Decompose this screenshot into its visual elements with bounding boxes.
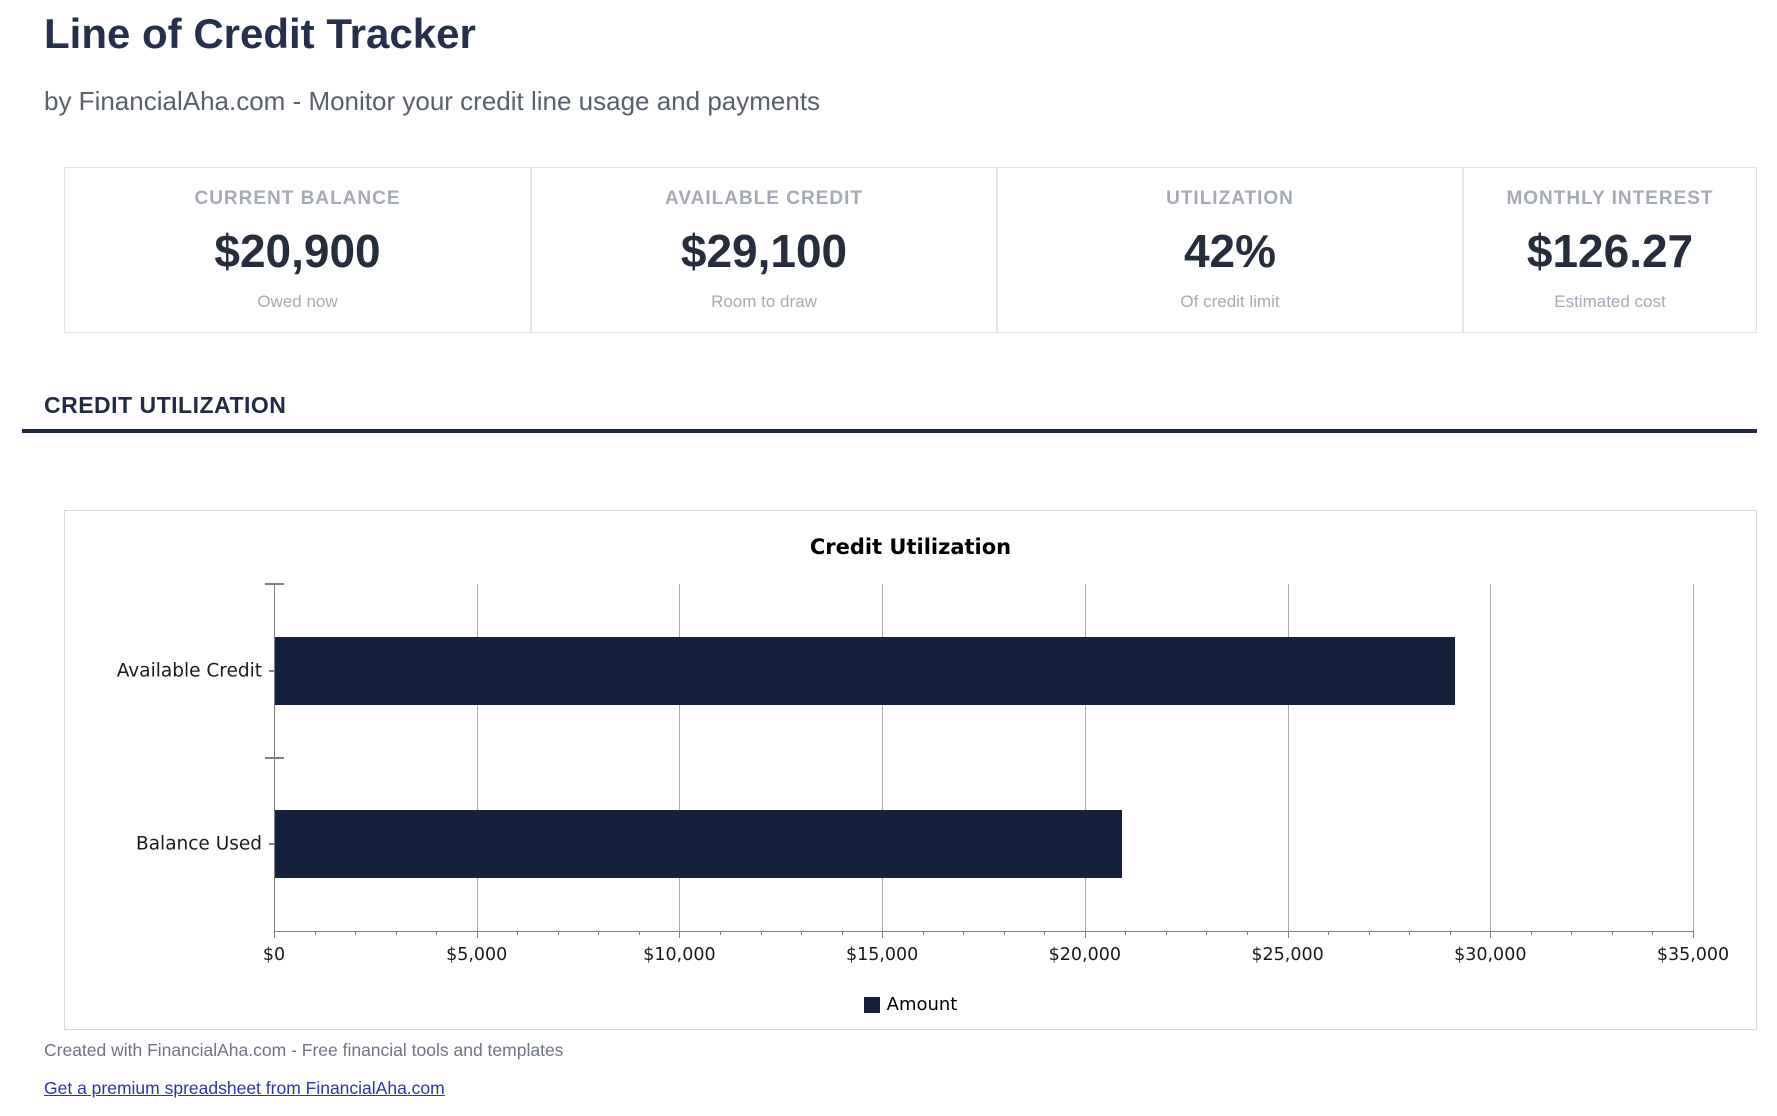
x-minor-tick xyxy=(598,931,600,935)
x-minor-tick xyxy=(1328,931,1330,935)
chart-legend: Amount xyxy=(65,994,1756,1015)
stat-card-utilization: UTILIZATION 42% Of credit limit xyxy=(998,168,1464,332)
x-minor-tick xyxy=(1611,931,1613,935)
gridline xyxy=(1084,584,1086,931)
x-minor-tick xyxy=(395,931,397,935)
stat-label: UTILIZATION xyxy=(1166,188,1294,209)
x-minor-tick xyxy=(1449,931,1451,935)
x-tick-label: $35,000 xyxy=(1656,945,1730,965)
x-minor-tick xyxy=(922,931,924,935)
x-tick-label: $20,000 xyxy=(1048,945,1122,965)
x-tick-label: $30,000 xyxy=(1454,945,1527,965)
stat-value: $29,100 xyxy=(680,225,848,277)
x-minor-tick xyxy=(1530,931,1532,935)
y-boundary-tick xyxy=(265,756,284,759)
x-major-tick xyxy=(476,931,478,938)
chart-title: Credit Utilization xyxy=(809,535,1012,559)
chart-plot-area: $0 $5,000 $10,000 $15,000 $20,000 $25,000 $30,… xyxy=(117,583,1729,965)
stat-card-monthly-interest: MONTHLY INTEREST $126.27 Estimated cost xyxy=(1464,168,1756,332)
x-major-tick xyxy=(274,931,275,938)
y-center-tick xyxy=(269,843,279,846)
x-minor-tick xyxy=(557,931,559,935)
x-minor-tick xyxy=(760,931,762,935)
x-minor-tick xyxy=(963,931,965,935)
stat-value: $126.27 xyxy=(1526,225,1694,277)
x-tick-label: $10,000 xyxy=(643,945,716,965)
stat-card-available-credit: AVAILABLE CREDIT $29,100 Room to draw xyxy=(532,168,998,332)
gridline xyxy=(1693,584,1694,931)
x-minor-tick xyxy=(1368,931,1370,935)
stat-value: $20,900 xyxy=(214,225,381,277)
x-minor-tick xyxy=(1409,931,1411,935)
x-minor-tick xyxy=(1165,931,1167,935)
y-category-label: Balance Used xyxy=(136,833,262,855)
stat-label: MONTHLY INTEREST xyxy=(1506,188,1714,209)
x-minor-tick xyxy=(638,931,640,935)
x-minor-tick xyxy=(436,931,438,935)
stat-value: 42% xyxy=(1183,225,1277,277)
x-minor-tick xyxy=(1044,931,1046,935)
legend-swatch-amount xyxy=(863,996,880,1013)
x-minor-tick xyxy=(1206,931,1208,935)
premium-spreadsheet-link[interactable]: Get a premium spreadsheet from Financial… xyxy=(44,1078,445,1098)
stat-card-current-balance: CURRENT BALANCE $20,900 Owed now xyxy=(65,168,532,332)
x-minor-tick xyxy=(1571,931,1573,935)
footer-credit-text: Created with FinancialAha.com - Free fin… xyxy=(44,1040,564,1060)
x-minor-tick xyxy=(1003,931,1005,935)
stat-subtext: Owed now xyxy=(257,292,338,311)
x-major-tick xyxy=(1490,931,1492,938)
x-tick-label: $0 xyxy=(262,945,286,965)
stat-subtext: Of credit limit xyxy=(1180,292,1280,311)
section-title-credit-utilization: CREDIT UTILIZATION xyxy=(44,392,287,418)
x-major-tick xyxy=(1693,931,1694,938)
x-minor-tick xyxy=(841,931,843,935)
chart-bar xyxy=(275,810,1123,879)
gridline xyxy=(1287,584,1289,931)
x-minor-tick xyxy=(517,931,519,935)
y-center-tick xyxy=(269,669,279,672)
stat-subtext: Room to draw xyxy=(711,292,817,311)
x-tick-label: $25,000 xyxy=(1251,945,1324,965)
x-minor-tick xyxy=(1125,931,1127,935)
gridline xyxy=(1490,584,1492,931)
section-divider xyxy=(22,429,1757,433)
page-subtitle: by FinancialAha.com - Monitor your credi… xyxy=(44,86,821,116)
gridline xyxy=(476,584,478,931)
chart-container: Credit Utilization $0 $5,000 $10,000 $15,00… xyxy=(64,510,1757,1030)
y-category-label: Available Credit xyxy=(116,660,262,682)
gridline xyxy=(882,584,884,931)
page-title: Line of Credit Tracker xyxy=(44,10,476,57)
x-minor-tick xyxy=(314,931,316,935)
x-tick-label: $5,000 xyxy=(446,945,508,965)
x-minor-tick xyxy=(1247,931,1249,935)
stat-subtext: Estimated cost xyxy=(1554,292,1666,311)
stat-label: AVAILABLE CREDIT xyxy=(665,188,863,209)
stat-label: CURRENT BALANCE xyxy=(194,188,401,209)
stats-row: CURRENT BALANCE $20,900 Owed now AVAILAB… xyxy=(64,167,1757,333)
y-boundary-tick xyxy=(265,583,284,585)
x-tick-label: $15,000 xyxy=(845,945,919,965)
x-axis-line xyxy=(274,931,1693,932)
x-major-tick xyxy=(679,931,681,938)
x-minor-tick xyxy=(801,931,803,935)
x-minor-tick xyxy=(719,931,721,935)
x-minor-tick xyxy=(355,931,357,935)
x-major-tick xyxy=(1084,931,1086,938)
chart-bar xyxy=(275,636,1455,705)
x-minor-tick xyxy=(1652,931,1654,935)
gridline xyxy=(679,584,681,931)
legend-label: Amount xyxy=(886,994,958,1015)
x-major-tick xyxy=(1287,931,1289,938)
x-major-tick xyxy=(882,931,884,938)
